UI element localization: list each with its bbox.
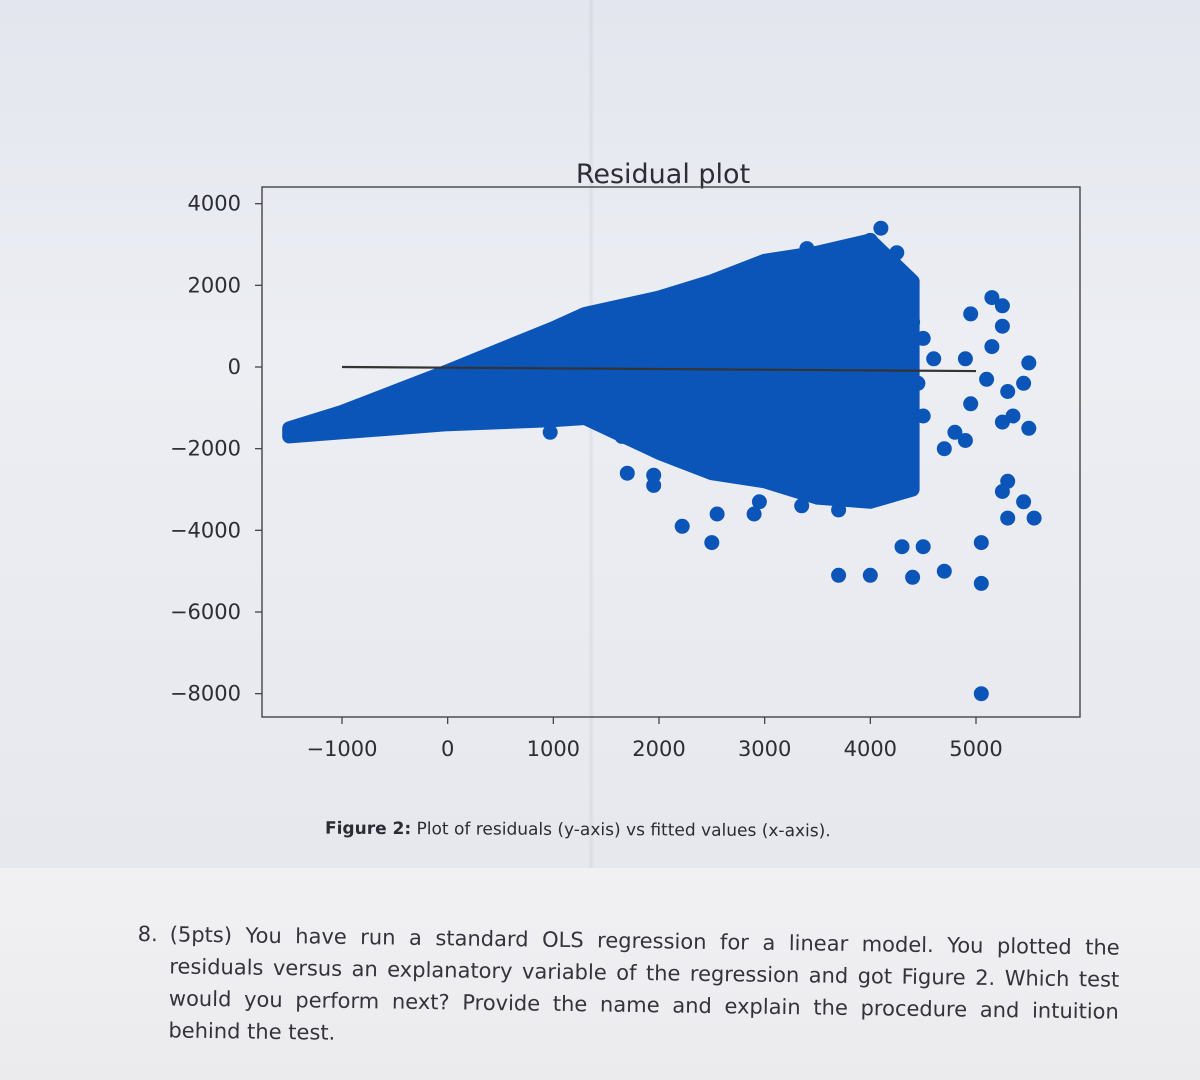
residual-point — [730, 265, 746, 281]
residual-point — [979, 371, 995, 387]
residual-plot-figure: Residual plot −1000 0 1000 2000 3000 4000 5000… — [170, 159, 1081, 761]
residual-point — [704, 535, 720, 551]
residual-point — [815, 477, 831, 493]
residual-point — [831, 502, 847, 518]
zero-reference-line — [341, 365, 977, 373]
residual-point — [894, 298, 910, 314]
residual-point — [1021, 355, 1037, 371]
residual-point — [899, 473, 915, 489]
residual-point — [915, 330, 931, 346]
paper-fold — [588, 0, 594, 868]
x-axis: −1000 0 1000 2000 3000 4000 5000 — [306, 717, 1003, 761]
residual-point — [963, 396, 979, 412]
residual-points-layer — [542, 220, 1042, 702]
residual-point — [984, 290, 1000, 306]
y-tick-label: 0 — [228, 355, 241, 379]
residual-point — [831, 567, 847, 583]
residual-point — [778, 469, 794, 485]
figure-caption: Figure 2: Plot of residuals (y-axis) vs … — [325, 819, 831, 842]
question-number: 8. — [137, 921, 158, 947]
x-tick-label: 4000 — [844, 737, 897, 761]
residual-point — [614, 428, 630, 444]
residual-point — [1021, 420, 1037, 436]
x-tick-label: 2000 — [632, 737, 685, 761]
y-tick-label: 4000 — [188, 192, 241, 216]
figure-caption-text: Plot of residuals (y-axis) vs fitted val… — [416, 819, 831, 842]
residual-point — [646, 477, 662, 493]
x-tick-label: 5000 — [949, 737, 1002, 761]
residual-point — [852, 237, 868, 252]
residual-point — [1000, 510, 1016, 526]
question-text: (5pts) You have run a standard OLS regre… — [168, 922, 1120, 1045]
residual-point — [619, 465, 635, 481]
residual-point — [794, 498, 810, 514]
residual-point — [994, 318, 1010, 334]
residual-point — [915, 539, 931, 555]
paper-upper-half — [0, 0, 1200, 868]
y-tick-label: −2000 — [170, 437, 241, 461]
residual-point — [751, 494, 767, 510]
x-tick-label: 1000 — [527, 737, 580, 761]
residual-point — [957, 433, 973, 448]
residual-point — [994, 484, 1010, 499]
residual-point — [894, 539, 910, 555]
residual-point — [542, 424, 558, 440]
residual-cloud-layer — [282, 233, 920, 509]
residual-point — [899, 335, 915, 350]
residual-point — [889, 265, 905, 281]
residual-point — [1016, 375, 1032, 391]
residual-point — [783, 257, 799, 273]
residual-point — [1000, 384, 1016, 399]
residual-point — [862, 567, 878, 583]
y-tick-label: −8000 — [170, 682, 241, 706]
zero-line-layer — [341, 365, 977, 373]
residual-cloud — [282, 233, 920, 509]
residual-point — [873, 220, 889, 236]
plot-area — [261, 186, 1081, 718]
residual-point — [1026, 510, 1042, 526]
chart-title: Residual plot — [576, 159, 750, 190]
residual-point — [973, 686, 989, 702]
residual-point — [852, 465, 868, 481]
residual-point — [831, 253, 847, 269]
paper-lower-half — [0, 868, 1200, 1080]
y-tick-label: −6000 — [170, 600, 241, 624]
residual-point — [905, 569, 921, 585]
residual-point — [936, 563, 952, 579]
residual-point — [973, 575, 989, 591]
residual-point — [820, 261, 836, 277]
y-axis: 4000 2000 0 −2000 −4000 −6000 −8000 — [170, 192, 262, 706]
residual-point — [841, 286, 857, 301]
residual-point — [905, 314, 921, 330]
residual-point — [915, 408, 931, 424]
residual-point — [994, 414, 1010, 430]
residual-point — [926, 351, 942, 367]
residual-point — [947, 424, 963, 440]
residual-point — [773, 265, 788, 281]
x-tick-label: 3000 — [738, 737, 791, 761]
residual-point — [674, 518, 690, 534]
residual-point — [1016, 494, 1032, 510]
residual-point — [709, 506, 725, 522]
residual-point — [884, 281, 899, 297]
figure-caption-label: Figure 2: — [324, 818, 412, 840]
residual-point — [984, 339, 1000, 355]
residual-point — [746, 506, 762, 522]
residual-point — [957, 351, 973, 367]
residual-point — [889, 453, 905, 469]
residual-point — [936, 441, 952, 457]
residual-point — [862, 249, 878, 265]
residual-point — [799, 241, 815, 257]
residual-point — [994, 298, 1010, 314]
y-tick-label: 2000 — [188, 273, 241, 297]
residual-point — [910, 375, 926, 391]
x-tick-label: −1000 — [306, 737, 377, 761]
residual-point — [963, 306, 979, 322]
x-tick-label: 0 — [441, 737, 454, 761]
residual-point — [889, 245, 905, 261]
y-tick-label: −4000 — [170, 518, 241, 542]
residual-point — [973, 535, 989, 551]
residual-point — [746, 461, 762, 477]
